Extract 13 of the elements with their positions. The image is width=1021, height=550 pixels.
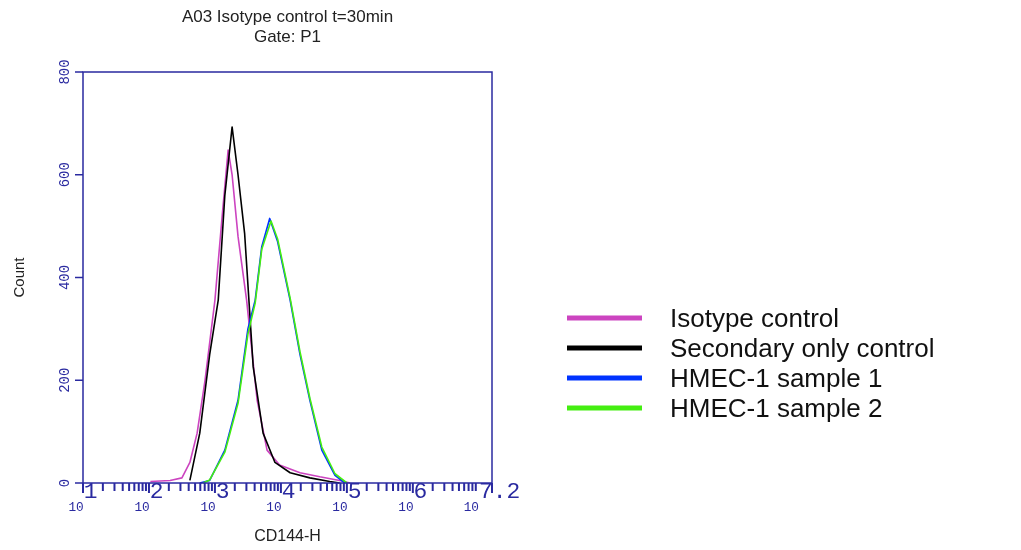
y-tick-label: 0 xyxy=(57,478,73,488)
legend-label: HMEC-1 sample 1 xyxy=(670,363,883,393)
y-axis-title: Count xyxy=(10,256,27,298)
y-tick-label: 400 xyxy=(57,264,73,291)
legend-label: HMEC-1 sample 2 xyxy=(670,393,883,423)
x-axis-title: CD144-H xyxy=(254,527,321,544)
chart-subtitle: Gate: P1 xyxy=(253,27,322,46)
chart-title: A03 Isotype control t=30min xyxy=(181,7,394,26)
legend-label: Isotype control xyxy=(670,303,840,333)
y-tick-label: 600 xyxy=(57,162,73,188)
y-tick-label: 200 xyxy=(57,367,73,393)
legend-label: Secondary only control xyxy=(670,333,935,363)
y-tick-label: 800 xyxy=(57,59,73,85)
